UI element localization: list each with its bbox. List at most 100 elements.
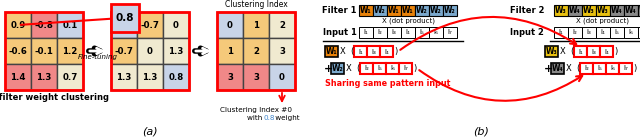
Bar	[610, 5, 624, 16]
Text: 0.1: 0.1	[62, 20, 77, 30]
Bar	[217, 64, 243, 90]
Text: 1.4: 1.4	[10, 73, 26, 81]
Text: 0.8: 0.8	[168, 73, 184, 81]
Bar	[5, 64, 31, 90]
Text: with: with	[247, 115, 265, 121]
Text: W₂: W₂	[416, 6, 428, 15]
Text: X  (: X (	[566, 64, 580, 73]
Bar	[386, 63, 399, 74]
Text: I₇: I₇	[447, 30, 452, 36]
Text: ): )	[633, 64, 636, 73]
Bar	[5, 12, 83, 90]
Text: I₃: I₃	[392, 30, 396, 36]
Text: -0.7: -0.7	[115, 46, 134, 55]
Bar	[163, 38, 189, 64]
Text: 1: 1	[227, 46, 233, 55]
Bar	[269, 38, 295, 64]
Bar	[387, 5, 401, 16]
Bar	[380, 46, 393, 57]
Text: 0: 0	[279, 73, 285, 81]
Text: Clustering Index: Clustering Index	[225, 0, 287, 9]
Text: I₅: I₅	[597, 66, 602, 72]
Bar	[610, 27, 624, 38]
Text: I₇: I₇	[403, 66, 408, 72]
Bar	[359, 27, 373, 38]
Bar	[401, 5, 415, 16]
Text: W₁: W₁	[388, 6, 400, 15]
Text: I₁: I₁	[358, 48, 363, 54]
Text: 1.3: 1.3	[36, 73, 52, 81]
Text: 2: 2	[253, 46, 259, 55]
Bar	[387, 27, 401, 38]
Bar	[31, 38, 57, 64]
Text: 1.2: 1.2	[62, 46, 77, 55]
Bar	[619, 63, 632, 74]
Text: 0: 0	[173, 20, 179, 30]
Text: I₅: I₅	[614, 30, 620, 36]
Text: W₂: W₂	[430, 6, 442, 15]
Bar	[545, 46, 558, 57]
Text: +: +	[324, 64, 333, 74]
Bar	[568, 27, 582, 38]
Text: 0.8: 0.8	[116, 20, 132, 30]
Text: I₆: I₆	[610, 66, 615, 72]
Bar	[367, 46, 380, 57]
Text: I₆: I₆	[390, 66, 395, 72]
Text: I₁: I₁	[364, 30, 369, 36]
Text: I₂: I₂	[573, 30, 577, 36]
Bar	[111, 12, 137, 38]
Text: I₅: I₅	[377, 66, 382, 72]
Text: I₂: I₂	[584, 66, 589, 72]
Bar	[638, 5, 640, 16]
Bar	[217, 12, 295, 90]
Text: 2: 2	[279, 20, 285, 30]
Bar	[31, 12, 57, 38]
Text: -0.6: -0.6	[8, 46, 28, 55]
Text: Input 1: Input 1	[323, 28, 357, 37]
Bar	[137, 12, 163, 38]
Text: -0.7: -0.7	[141, 20, 159, 30]
Text: 0: 0	[147, 46, 153, 55]
Text: X  (: X (	[346, 64, 360, 73]
Bar	[57, 64, 83, 90]
Text: W₃: W₃	[546, 47, 557, 56]
Bar	[596, 5, 610, 16]
Text: X  (: X (	[340, 47, 355, 56]
Bar	[137, 64, 163, 90]
Bar	[5, 38, 31, 64]
Bar	[443, 5, 457, 16]
Text: I₃: I₃	[371, 48, 376, 54]
Bar	[624, 27, 638, 38]
Text: W₃: W₃	[555, 6, 567, 15]
Bar	[163, 64, 189, 90]
Text: I₃: I₃	[587, 30, 591, 36]
Text: W₂: W₂	[444, 6, 456, 15]
Text: W₁: W₁	[402, 6, 414, 15]
Bar	[359, 5, 373, 16]
Bar	[111, 12, 189, 90]
Text: 0.8: 0.8	[264, 115, 275, 121]
Text: I₅: I₅	[420, 30, 424, 36]
Bar	[269, 64, 295, 90]
Bar	[554, 5, 568, 16]
Text: I₇: I₇	[623, 66, 628, 72]
Bar	[243, 12, 269, 38]
Text: W₃: W₃	[583, 6, 595, 15]
Bar	[57, 38, 83, 64]
Bar	[600, 46, 613, 57]
Text: X (dot product): X (dot product)	[577, 17, 630, 24]
Text: +: +	[544, 64, 553, 74]
Text: 1.3: 1.3	[142, 73, 157, 81]
Text: W₄: W₄	[569, 6, 581, 15]
Text: ): )	[394, 47, 397, 56]
Bar	[596, 27, 610, 38]
Text: Input 2: Input 2	[510, 28, 544, 37]
Bar	[429, 5, 443, 16]
Bar	[111, 64, 137, 90]
Text: W₄: W₄	[625, 6, 637, 15]
Bar	[429, 27, 443, 38]
Text: I₁: I₁	[559, 30, 563, 36]
Bar	[373, 5, 387, 16]
Bar	[243, 38, 269, 64]
Text: W₄: W₄	[552, 64, 563, 73]
